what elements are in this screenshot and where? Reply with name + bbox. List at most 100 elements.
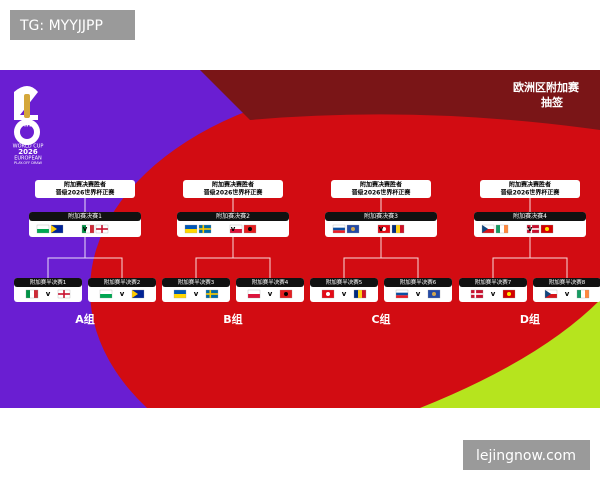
flag-part [392,225,396,233]
flag-border [95,224,109,234]
flag-part [30,290,34,298]
flag-icon [99,289,113,299]
flag-part [333,230,345,233]
semi-header [384,278,452,287]
flag-part [471,293,483,295]
flag-icon [481,224,495,234]
connector [492,198,568,278]
semi-label: 附加赛半决赛7 [475,278,512,286]
flag-part [400,225,404,233]
flag-part [482,229,494,233]
flag-icon [95,224,109,234]
semi-header [236,278,304,287]
flag-part [396,295,408,298]
flag-border [502,289,516,299]
flag-icon [173,289,187,299]
versus: v [565,290,570,298]
winner-box [331,180,431,198]
versus: v [379,225,384,233]
flag-border [321,289,335,299]
flag-part [26,290,30,298]
flag-border [395,289,409,299]
winner-box [183,180,283,198]
group-label: B组 [223,312,242,326]
flag-part [248,290,260,294]
flag-border [470,289,484,299]
flag-icon [321,289,335,299]
versus: v [231,225,236,233]
flag-icon [470,289,484,299]
flag-border [25,289,39,299]
flag-part [482,225,488,233]
winner-text: 晋级2026世界杯正赛 [501,189,561,197]
flag-part [581,290,585,298]
winner-text: 晋级2026世界杯正赛 [56,189,116,197]
flag-border [131,289,145,299]
connector [47,198,123,278]
final-label: 附加赛决赛4 [513,212,547,220]
flag-icon [391,224,405,234]
winner-box [480,180,580,198]
flag-border [495,224,509,234]
flag-border [353,289,367,299]
flag-part [284,292,288,296]
semi-label: 附加赛半决赛8 [549,278,586,286]
banner-background [0,70,600,408]
flag-border [81,224,95,234]
flag-border [247,289,261,299]
watermark: TG: MYYJJPP [19,18,103,34]
semi-header [533,278,600,287]
flag-icon [495,224,509,234]
semi-label: 附加赛半决赛5 [326,278,363,286]
flag-icon [25,289,39,299]
flag-part [174,294,186,298]
flag-border [50,224,64,234]
flag-part [504,225,508,233]
flag-part [432,292,436,296]
winner-text: 晋级2026世界杯正赛 [204,189,264,197]
versus: v [83,225,88,233]
versus: v [342,290,347,298]
final-label: 附加赛决赛1 [68,212,102,220]
flag-border [544,289,558,299]
flag-part [248,294,260,298]
flag-part [174,290,186,294]
flag-icon [353,289,367,299]
flag-part [358,290,362,298]
logo-brand: FIFA [20,122,35,129]
winner-text: 附加赛决赛胜者 [360,181,402,189]
header-title: 欧洲区附加赛 [513,80,580,94]
final-header [177,212,289,221]
semi-label: 附加赛半决赛4 [252,278,289,286]
flag-part [382,227,386,231]
flag-part [396,290,408,293]
flag-icon [184,224,198,234]
versus: v [268,290,273,298]
semi-header [88,278,156,287]
flag-part [82,225,86,233]
semi-label: 附加赛半决赛2 [104,278,141,286]
final-label: 附加赛决赛3 [364,212,398,220]
group-label: D组 [520,312,540,326]
logo-line: EUROPEAN [14,156,42,162]
versus: v [194,290,199,298]
header-subtitle: 抽签 [541,95,564,109]
flag-icon [57,289,71,299]
flag-part [100,294,112,298]
flag-icon [395,289,409,299]
flag-border [540,224,554,234]
versus: v [416,290,421,298]
flag-icon [526,224,540,234]
flag-icon [332,224,346,234]
flag-icon [198,224,212,234]
versus: v [491,290,496,298]
flag-part [545,294,557,298]
flag-part [545,227,549,231]
flag-icon [229,224,243,234]
flag-border [173,289,187,299]
flag-border [391,224,405,234]
flag-part [90,225,94,233]
final-header [474,212,586,221]
flag-border [205,289,219,299]
logo: FIFA WORLD CUP 2026 EUROPEAN PLAY-OFF DR… [13,86,43,165]
